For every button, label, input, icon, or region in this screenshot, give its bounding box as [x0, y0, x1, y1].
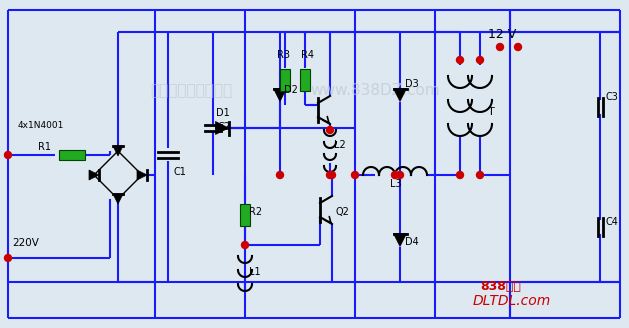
Text: D3: D3 — [405, 79, 419, 89]
Text: C3: C3 — [605, 92, 618, 102]
Text: D2: D2 — [284, 85, 298, 95]
Text: R1: R1 — [38, 142, 51, 152]
Text: 838电子: 838电子 — [480, 280, 521, 293]
Circle shape — [352, 172, 359, 178]
Text: C1: C1 — [173, 167, 186, 177]
Circle shape — [515, 44, 521, 51]
Bar — [280, 69, 290, 91]
Circle shape — [326, 127, 333, 133]
Text: C2: C2 — [217, 122, 230, 132]
Text: D4: D4 — [405, 237, 419, 247]
Text: R2: R2 — [249, 207, 262, 217]
Polygon shape — [89, 170, 99, 180]
Text: R4: R4 — [301, 50, 314, 60]
Text: 220V: 220V — [12, 238, 39, 248]
Circle shape — [328, 172, 335, 178]
Circle shape — [277, 172, 284, 178]
Circle shape — [4, 255, 11, 261]
Polygon shape — [113, 194, 123, 204]
Polygon shape — [394, 89, 406, 101]
Circle shape — [457, 172, 464, 178]
Text: R3: R3 — [277, 50, 290, 60]
Circle shape — [457, 56, 464, 64]
Polygon shape — [137, 170, 147, 180]
Circle shape — [326, 172, 333, 178]
Text: C4: C4 — [605, 217, 618, 227]
Bar — [240, 204, 250, 226]
Polygon shape — [274, 89, 286, 101]
Bar — [300, 69, 310, 91]
Text: 您所看到的内容来自: 您所看到的内容来自 — [150, 83, 232, 98]
Bar — [59, 150, 85, 160]
Text: www.838DZ.com: www.838DZ.com — [310, 83, 440, 98]
Circle shape — [477, 172, 484, 178]
Text: L3: L3 — [390, 179, 402, 189]
Circle shape — [391, 172, 399, 178]
Circle shape — [496, 44, 503, 51]
Polygon shape — [113, 146, 123, 156]
Text: L1: L1 — [249, 267, 260, 277]
Text: 12 V: 12 V — [488, 28, 516, 41]
Text: D1: D1 — [216, 108, 230, 118]
Polygon shape — [394, 234, 406, 247]
Circle shape — [4, 152, 11, 158]
Text: L2: L2 — [334, 140, 346, 150]
Text: 4x1N4001: 4x1N4001 — [18, 121, 64, 130]
Text: DLTDL.com: DLTDL.com — [473, 294, 551, 308]
Circle shape — [477, 56, 484, 64]
Circle shape — [242, 241, 248, 249]
Polygon shape — [216, 121, 228, 134]
Text: T: T — [488, 107, 495, 117]
Circle shape — [396, 172, 403, 178]
Text: Q2: Q2 — [335, 207, 349, 217]
